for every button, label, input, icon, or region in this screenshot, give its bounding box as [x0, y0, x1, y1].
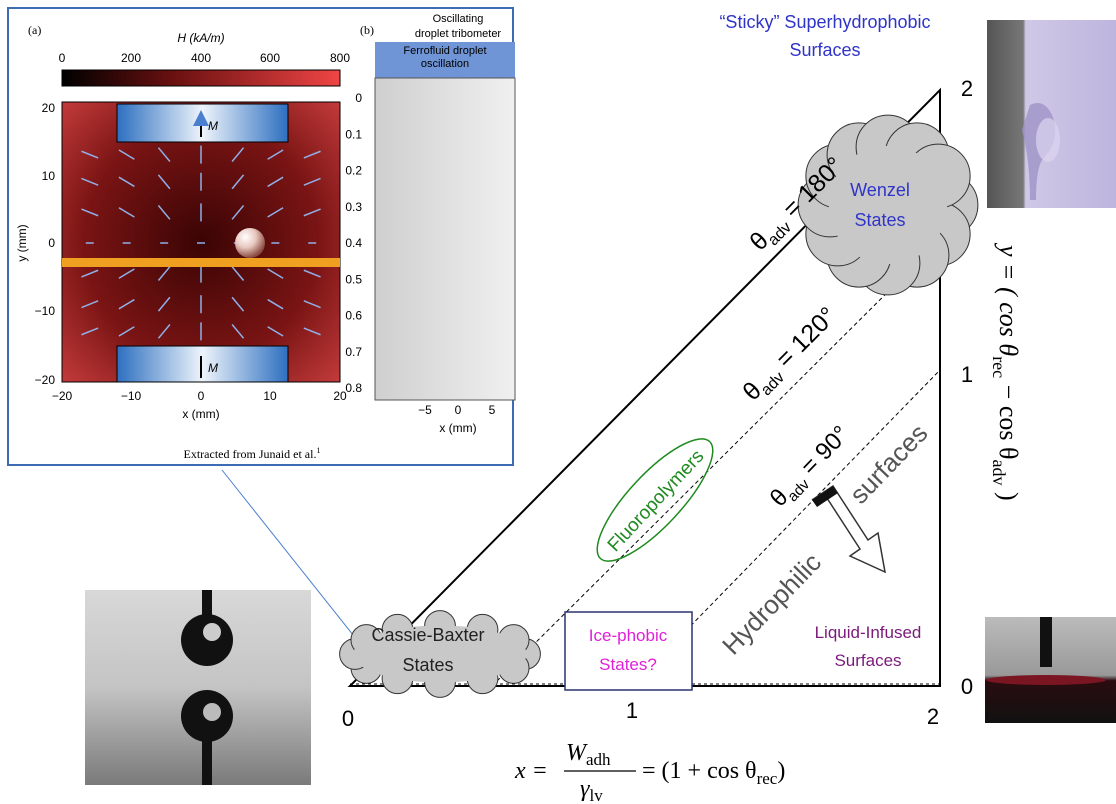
- track: [62, 258, 340, 267]
- formula-part: ): [777, 758, 785, 784]
- y-tick-label: 0.7: [345, 345, 362, 359]
- photo-bottom-left: [85, 590, 311, 785]
- colorbar: [62, 70, 340, 86]
- inset: (a) H (kA/m) 0 200 400 600 800 M M 20 10…: [8, 8, 515, 465]
- y-tick-label: 0: [48, 236, 55, 250]
- formula-part: x =: [514, 758, 548, 784]
- photo-top: [987, 20, 1116, 208]
- region-label: “Sticky” Superhydrophobic: [719, 12, 930, 32]
- cloud: [798, 115, 978, 295]
- x-tick-label: −20: [52, 389, 73, 403]
- colorbar-tick: 400: [191, 51, 211, 65]
- magnet: [117, 104, 288, 142]
- region-label: Surfaces: [834, 651, 901, 670]
- formula-part: W: [566, 740, 588, 766]
- icephobic-box: [565, 612, 692, 690]
- colorbar-title: H (kA/m): [177, 31, 224, 45]
- formula-part: Wadh: [566, 740, 611, 769]
- region-label: States: [854, 210, 905, 230]
- region-label: Liquid-Infused: [815, 623, 922, 642]
- y-tick-label: 0: [355, 91, 362, 105]
- y-tick-label: 2: [961, 76, 973, 101]
- magnet-label: M: [208, 119, 218, 133]
- strip-header: Ferrofluid droplet: [403, 45, 486, 57]
- formula-part: γlv: [580, 776, 603, 804]
- y-axis-label: y (mm): [15, 224, 29, 261]
- x-axis-label: x (mm): [182, 407, 219, 421]
- formula-part: ): [994, 485, 1023, 500]
- colorbar-tick: 600: [260, 51, 280, 65]
- y-tick-label: 20: [42, 101, 56, 115]
- formula-part: = (1 + cos θ: [642, 758, 757, 784]
- region-label: States?: [599, 655, 657, 674]
- y-tick-label: 0.4: [345, 236, 362, 250]
- angle-label: θadv = 90°: [765, 421, 858, 515]
- panel-label: (a): [28, 23, 41, 37]
- cloud-body: [829, 146, 947, 264]
- region-label: States: [402, 655, 453, 675]
- angle-value: = 120°: [766, 302, 843, 379]
- x-tick-label: −5: [418, 403, 432, 417]
- angle-label: θadv = 120°: [737, 302, 844, 409]
- formula-part: − cos θ: [994, 378, 1023, 459]
- colorbar-tick: 200: [121, 51, 141, 65]
- x-tick-label: 1: [626, 698, 638, 723]
- region-label: surfaces: [844, 418, 934, 510]
- y-tick-label: −10: [35, 304, 56, 318]
- y-tick-label: 0.6: [345, 309, 362, 323]
- photo-bottom-right: [985, 617, 1116, 723]
- formula-part: y = ( cos θ: [994, 242, 1023, 356]
- magnet-label: M: [208, 361, 218, 375]
- region-label: Ice-phobic: [589, 626, 668, 645]
- subscript: adh: [586, 750, 611, 769]
- y-tick-label: −20: [35, 373, 56, 387]
- region-label: Wenzel: [850, 180, 910, 200]
- x-tick-label: 10: [263, 389, 277, 403]
- caption-ref: 1: [316, 446, 320, 455]
- y-tick-label: 10: [42, 169, 56, 183]
- y-tick-label: 0.3: [345, 200, 362, 214]
- colorbar-tick: 800: [330, 51, 350, 65]
- x-tick-label: −10: [121, 389, 142, 403]
- panel-label: (b): [360, 23, 374, 37]
- y-tick-label: 0.2: [345, 164, 362, 178]
- y-tick-label: 0.5: [345, 272, 362, 286]
- region-label: Cassie-Baxter: [371, 625, 484, 645]
- y-formula: y = ( cos θrec − cos θadv ): [989, 242, 1023, 501]
- strip-header: oscillation: [421, 58, 469, 70]
- formula-part: = (1 + cos θrec): [642, 758, 785, 788]
- x-tick-label: 5: [489, 403, 496, 417]
- strip-image: [375, 78, 515, 400]
- magnet: [117, 346, 288, 382]
- x-axis-label: x (mm): [439, 421, 476, 435]
- subscript: lv: [589, 786, 603, 804]
- angle-value: = 90°: [791, 421, 855, 486]
- x-tick-label: 0: [342, 706, 354, 731]
- panel-title: droplet tribometer: [415, 28, 502, 40]
- subscript: rec: [757, 769, 778, 788]
- caption: Extracted from Junaid et al.1: [184, 446, 321, 461]
- x-tick-label: 0: [198, 389, 205, 403]
- x-formula: x = Wadh γlv = (1 + cos θrec): [514, 740, 785, 804]
- region-label: Surfaces: [789, 40, 860, 60]
- colorbar-tick: 0: [59, 51, 66, 65]
- y-tick-label: 0.8: [345, 381, 362, 395]
- x-tick-label: 0: [455, 403, 462, 417]
- subscript: adv: [989, 459, 1009, 485]
- region-label: Hydrophilic: [716, 547, 827, 660]
- y-tick-label: 1: [961, 362, 973, 387]
- x-tick-label: 2: [927, 704, 939, 729]
- droplet: [235, 228, 265, 258]
- subscript: rec: [989, 356, 1009, 378]
- y-tick-label: 0.1: [345, 127, 362, 141]
- figure: (a) H (kA/m) 0 200 400 600 800 M M 20 10…: [0, 0, 1116, 804]
- y-tick-label: 0: [961, 674, 973, 699]
- caption-text: Extracted from Junaid et al.: [184, 447, 317, 461]
- panel-title: Oscillating: [433, 13, 484, 25]
